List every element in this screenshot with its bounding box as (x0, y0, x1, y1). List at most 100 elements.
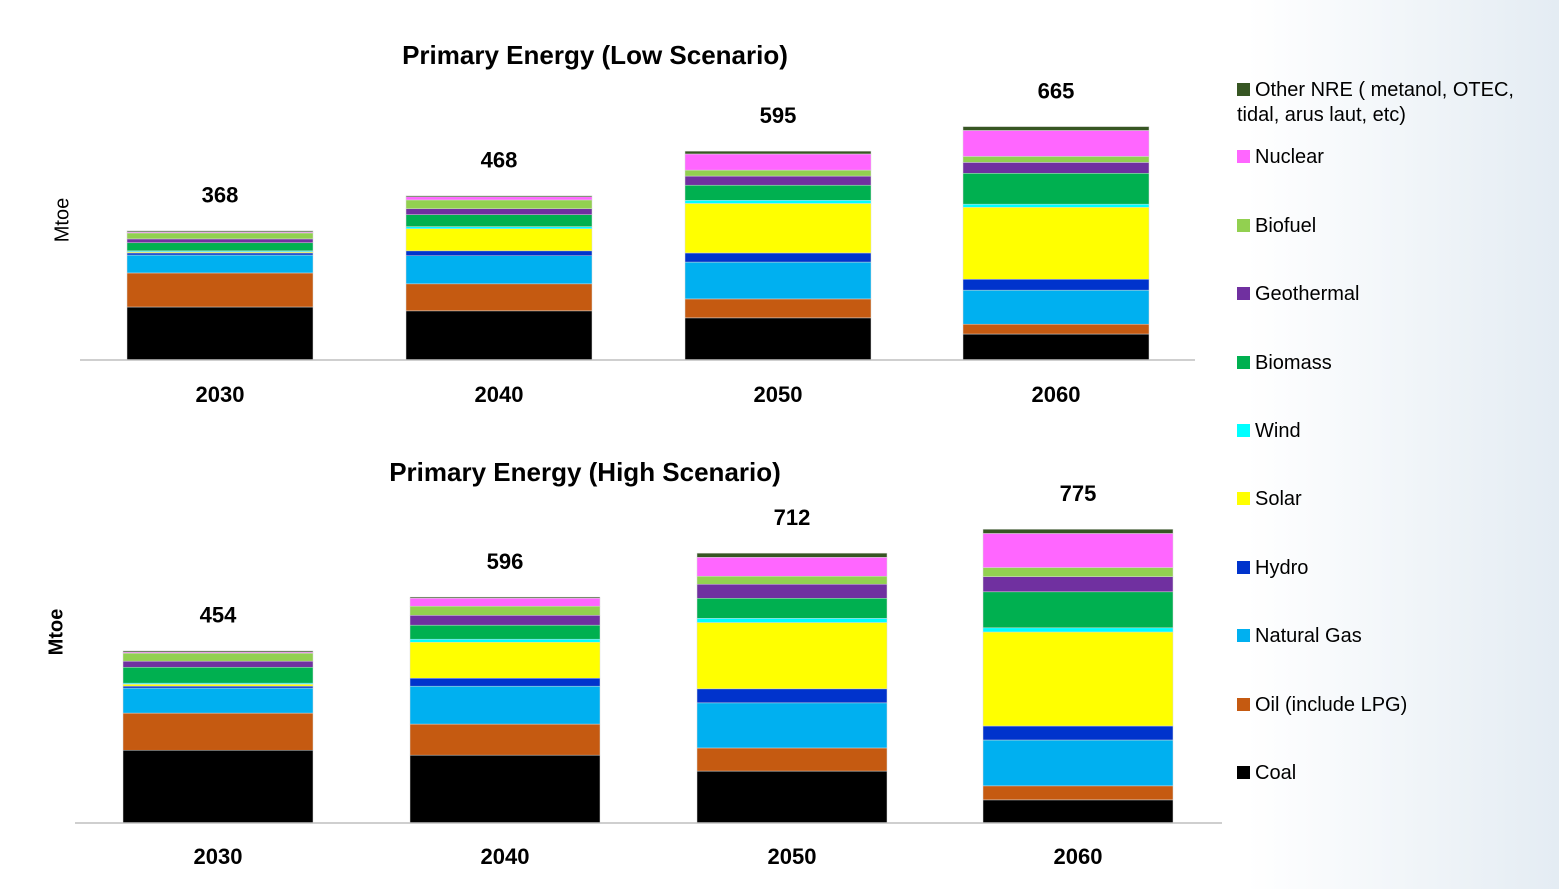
bar-segment (696, 770, 888, 824)
bar-segment (405, 195, 593, 198)
x-tick-label: 2040 (475, 382, 524, 407)
bar-segment (126, 254, 314, 274)
bar-segment (684, 317, 872, 361)
bar-segment (122, 684, 314, 687)
bar-segment (122, 687, 314, 714)
bar-segment (962, 162, 1150, 174)
legend-item: Nuclear (1237, 145, 1552, 170)
legend-label: Hydro (1255, 557, 1309, 579)
bar-segment (684, 252, 872, 263)
bar-segment (409, 598, 601, 607)
legend-swatch (1237, 356, 1250, 369)
y-axis-label: Mtoe (45, 609, 67, 656)
bar-segment (962, 203, 1150, 208)
bar-segment (696, 583, 888, 599)
bar-segment (405, 228, 593, 252)
bar-segment (409, 638, 601, 643)
bar-segment (696, 576, 888, 585)
bar-segment (962, 130, 1150, 157)
bar-segment (684, 203, 872, 254)
bar-segment (405, 226, 593, 229)
chart-title: Primary Energy (Low Scenario) (402, 40, 788, 70)
bar-segment (405, 250, 593, 257)
bar-segment (982, 631, 1174, 727)
bar-segment (409, 677, 601, 687)
bar-segment (126, 232, 314, 240)
bar-segment (684, 184, 872, 201)
legend-label: Geothermal (1255, 283, 1360, 305)
bar-segment (405, 214, 593, 227)
legend-label: Solar (1255, 488, 1302, 510)
legend-item: Biofuel (1237, 214, 1552, 239)
bar-segment (982, 725, 1174, 741)
legend-swatch (1237, 150, 1250, 163)
bar-segment (409, 723, 601, 756)
bar-segment (409, 596, 601, 599)
bar-segment (122, 666, 314, 684)
bar-segment (405, 196, 593, 201)
bar-segment (982, 799, 1174, 824)
bar-segment (126, 272, 314, 308)
bar-segment (409, 624, 601, 640)
bar-segment (696, 688, 888, 704)
bar-segment (982, 627, 1174, 633)
bar-segment (409, 615, 601, 626)
legend-item: Other NRE ( metanol, OTEC, tidal, arus l… (1237, 78, 1552, 128)
total-label: 665 (1038, 78, 1075, 103)
y-axis-label: Mtoe (51, 198, 73, 242)
bar-segment (684, 261, 872, 300)
bar-segment (696, 618, 888, 623)
bar-segment (962, 289, 1150, 325)
bar-segment (126, 242, 314, 252)
bar-segment (696, 552, 888, 558)
legend-swatch (1237, 287, 1250, 300)
legend-label: Coal (1255, 762, 1297, 784)
bar-segment (405, 310, 593, 361)
legend-item: Coal (1237, 761, 1552, 786)
total-label: 775 (1060, 481, 1097, 506)
legend-item: Geothermal (1237, 282, 1552, 307)
legend-label: Biofuel (1255, 215, 1317, 237)
bar-segment (962, 126, 1150, 131)
bar-segment (962, 173, 1150, 205)
legend-swatch (1237, 492, 1250, 505)
bar-segment (696, 747, 888, 772)
bar-segment (962, 207, 1150, 280)
legend-swatch (1237, 219, 1250, 232)
legend-item: Natural Gas (1237, 624, 1552, 649)
bar-segment (696, 702, 888, 749)
legend-label: Oil (include LPG) (1255, 694, 1408, 716)
bar-segment (122, 749, 314, 824)
x-tick-label: 2050 (768, 844, 817, 869)
bar-segment (405, 208, 593, 215)
legend-swatch (1237, 698, 1250, 711)
legend-item: Solar (1237, 487, 1552, 512)
bar-segment (126, 238, 314, 244)
bar-segment (982, 739, 1174, 787)
bar-segment (409, 605, 601, 616)
bar-segment (962, 156, 1150, 163)
total-label: 454 (200, 603, 237, 628)
bar-segment (962, 323, 1150, 335)
bar-segment (409, 754, 601, 824)
bar-segment (982, 533, 1174, 568)
bar-segment (684, 175, 872, 186)
bar-segment (122, 660, 314, 668)
legend-swatch (1237, 629, 1250, 642)
legend-item: Wind (1237, 419, 1552, 444)
legend-swatch (1237, 561, 1250, 574)
bar-segment (962, 279, 1150, 291)
x-tick-label: 2060 (1032, 382, 1081, 407)
bar-segment (982, 576, 1174, 593)
legend-swatch (1237, 766, 1250, 779)
legend-label: Biomass (1255, 352, 1332, 374)
bar-segment (684, 150, 872, 155)
legend-item: Hydro (1237, 556, 1552, 581)
legend-swatch (1237, 83, 1250, 96)
bar-segment (405, 283, 593, 312)
total-label: 596 (487, 549, 524, 574)
bar-segment (126, 306, 314, 361)
bar-segment (122, 712, 314, 751)
legend-swatch (1237, 424, 1250, 437)
